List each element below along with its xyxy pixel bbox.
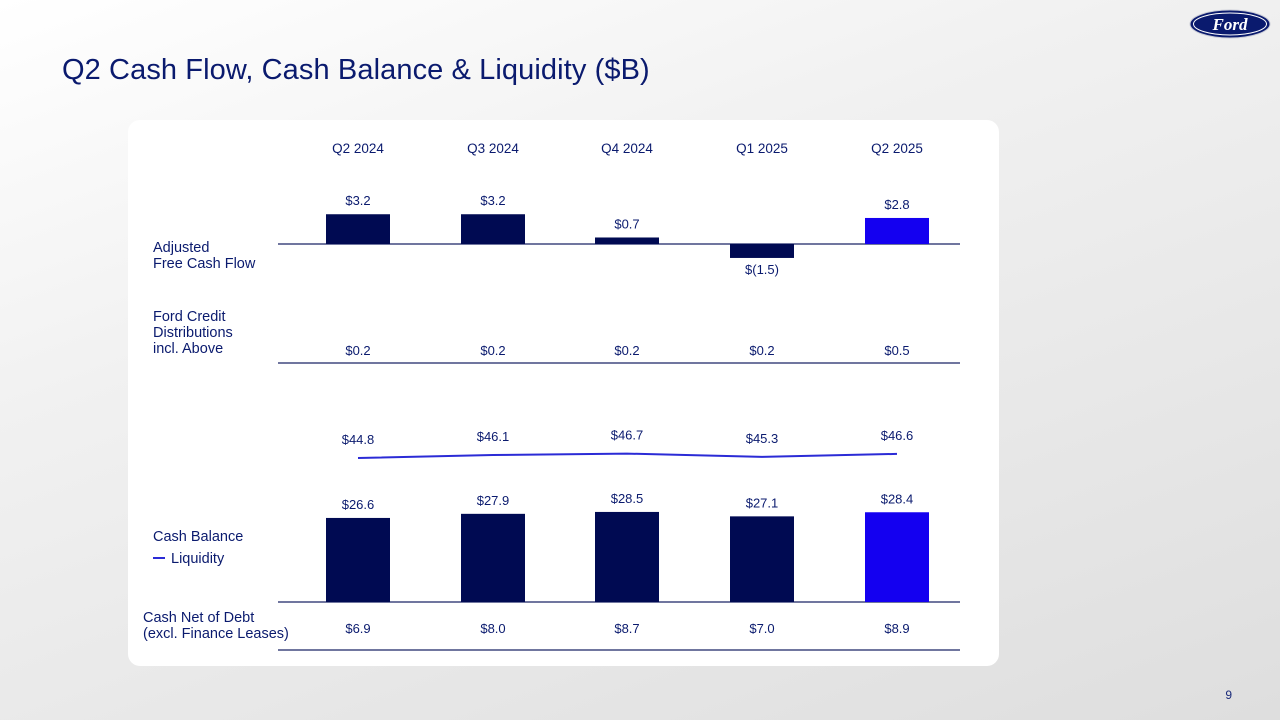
row-label-adjusted-fcf: Adjusted Free Cash Flow bbox=[153, 240, 256, 272]
cash-balance-label-2: $28.5 bbox=[611, 491, 644, 506]
fcf-bar-3 bbox=[730, 244, 794, 258]
cash-net-label-3: $7.0 bbox=[749, 621, 774, 636]
fcf-label-0: $3.2 bbox=[345, 193, 370, 208]
liquidity-label-3: $45.3 bbox=[746, 431, 779, 446]
fcf-label-1: $3.2 bbox=[480, 193, 505, 208]
logo-text: Ford bbox=[1212, 15, 1248, 34]
cash-net-label-2: $8.7 bbox=[614, 621, 639, 636]
fcf-bar-4 bbox=[865, 217, 929, 244]
page-title: Q2 Cash Flow, Cash Balance & Liquidity (… bbox=[62, 54, 650, 86]
category-header-2: Q4 2024 bbox=[601, 141, 653, 156]
cash-net-label-4: $8.9 bbox=[884, 621, 909, 636]
fcf-label-4: $2.8 bbox=[884, 197, 909, 212]
fcf-bar-1 bbox=[461, 214, 525, 244]
cash-balance-label-0: $26.6 bbox=[342, 497, 375, 512]
liquidity-label-2: $46.7 bbox=[611, 428, 644, 443]
liquidity-line bbox=[357, 452, 898, 459]
legend-liquidity: Liquidity bbox=[153, 551, 224, 567]
category-header-0: Q2 2024 bbox=[332, 141, 384, 156]
liquidity-label-1: $46.1 bbox=[477, 429, 510, 444]
page-number: 9 bbox=[1225, 688, 1232, 702]
fcf-label-3: $(1.5) bbox=[745, 262, 779, 277]
liquidity-legend-swatch bbox=[153, 556, 165, 559]
cash-net-label-1: $8.0 bbox=[480, 621, 505, 636]
ford-logo: Ford bbox=[1189, 9, 1271, 39]
ford-credit-label-2: $0.2 bbox=[614, 343, 639, 358]
category-header-4: Q2 2025 bbox=[871, 141, 923, 156]
ford-credit-label-0: $0.2 bbox=[345, 343, 370, 358]
cash-flow-chart: Q2 2024 Q3 2024 Q4 2024 Q1 2025 Q2 2025 $3.2 $… bbox=[278, 141, 960, 651]
cash-balance-label-4: $28.4 bbox=[881, 491, 914, 506]
cash-balance-bar-2 bbox=[595, 511, 659, 602]
cash-balance-bar-0 bbox=[326, 517, 390, 602]
cash-balance-label-1: $27.9 bbox=[477, 493, 510, 508]
cash-balance-label-3: $27.1 bbox=[746, 495, 779, 510]
liquidity-label-0: $44.8 bbox=[342, 432, 375, 447]
liquidity-label-4: $46.6 bbox=[881, 428, 914, 443]
chart-card: Q2 2024 Q3 2024 Q4 2024 Q1 2025 Q2 2025 $3.2 $… bbox=[128, 120, 999, 666]
cash-balance-bar-3 bbox=[730, 516, 794, 602]
ford-credit-label-1: $0.2 bbox=[480, 343, 505, 358]
category-header-1: Q3 2024 bbox=[467, 141, 519, 156]
category-header-3: Q1 2025 bbox=[736, 141, 788, 156]
ford-credit-label-3: $0.2 bbox=[749, 343, 774, 358]
ford-credit-label-4: $0.5 bbox=[884, 343, 909, 358]
cash-net-label-0: $6.9 bbox=[345, 621, 370, 636]
fcf-bar-0 bbox=[326, 214, 390, 244]
fcf-bar-2 bbox=[595, 237, 659, 244]
row-label-ford-credit: Ford Credit Distributions incl. Above bbox=[153, 309, 233, 357]
row-label-cash-balance: Cash Balance bbox=[153, 529, 244, 545]
fcf-label-2: $0.7 bbox=[614, 216, 639, 231]
cash-balance-bar-4 bbox=[865, 512, 929, 602]
row-label-cash-net-of-debt: Cash Net of Debt (excl. Finance Leases) bbox=[143, 610, 289, 642]
cash-balance-bar-1 bbox=[461, 513, 525, 602]
